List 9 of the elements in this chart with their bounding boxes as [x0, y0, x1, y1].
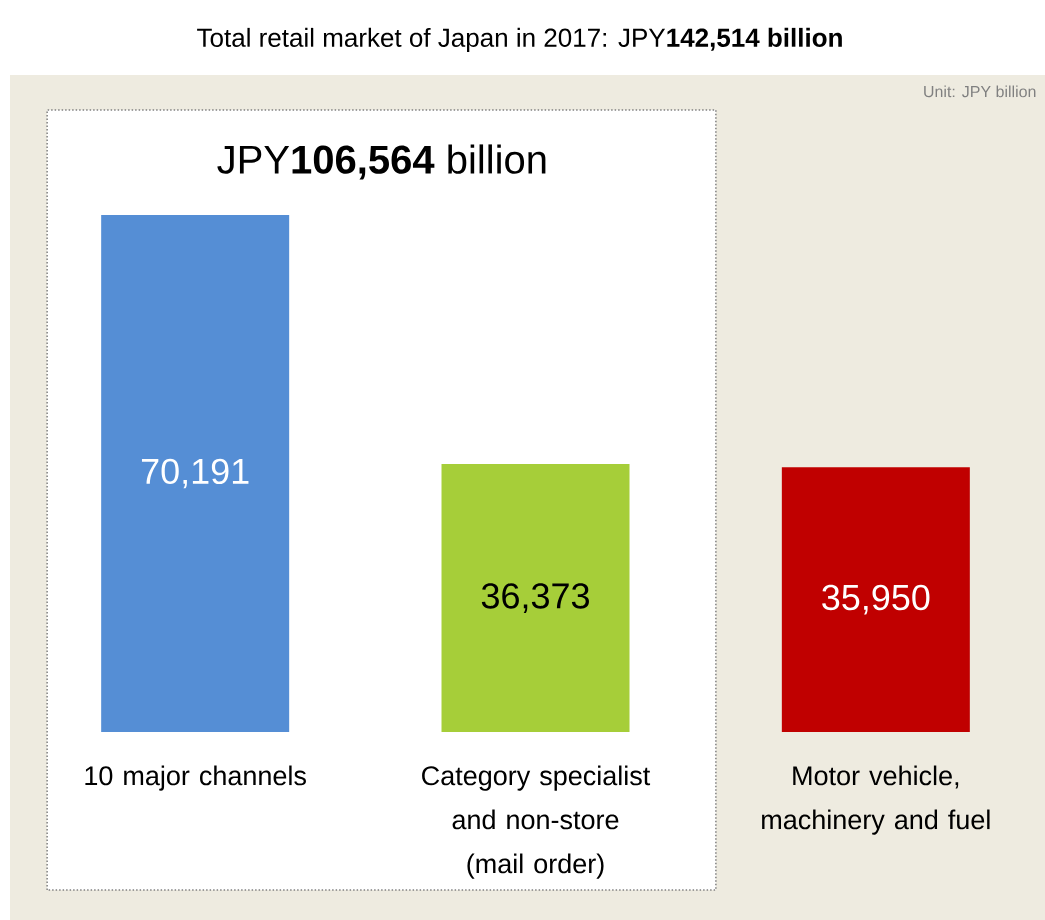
chart-title: Total retail market of Japan in 2017: JPY142,514 billion [197, 27, 842, 53]
band-label: JPY106,564 billion [217, 144, 546, 180]
x-tick-label: Motor vehicle, machinery and fuel [762, 765, 990, 835]
x-tick-label: 10 major channels [85, 765, 306, 791]
data-label: 35,950 [822, 584, 930, 615]
data-label: 36,373 [481, 583, 589, 613]
text: Unit: JPY billion [924, 85, 1036, 98]
data-label: 70,191 [141, 458, 249, 489]
x-tick-label: Category specialist and non-store (mail order) [422, 765, 651, 879]
